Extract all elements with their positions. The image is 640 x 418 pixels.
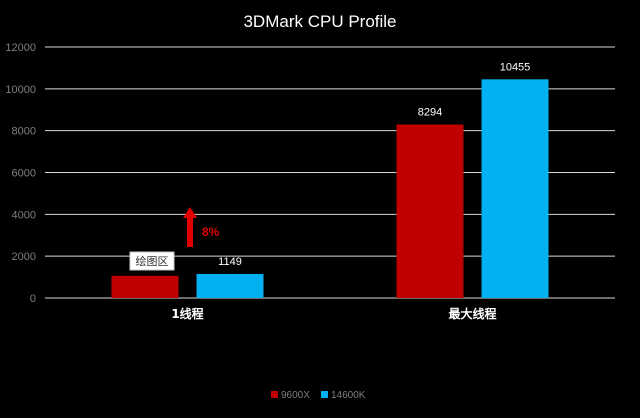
- data-label: 1149: [218, 256, 242, 268]
- category-label: 最大线程: [448, 306, 496, 321]
- legend-label: 14600K: [331, 390, 366, 401]
- y-tick-label: 0: [30, 293, 36, 305]
- x-axis-categories: 1线程 最大线程: [171, 306, 496, 321]
- y-tick-label: 10000: [5, 84, 36, 96]
- y-tick-label: 4000: [12, 209, 36, 221]
- category-label: 1线程: [171, 306, 203, 321]
- bar: [196, 273, 264, 298]
- y-tick-label: 6000: [12, 168, 36, 180]
- y-tick-label: 2000: [12, 251, 36, 263]
- growth-annotation-text: 8%: [202, 225, 220, 239]
- legend-swatch: [321, 391, 328, 398]
- bars: [111, 79, 549, 298]
- bar: [396, 124, 464, 298]
- data-labels: 1149 8294 10455: [218, 61, 530, 268]
- data-label: 10455: [500, 61, 531, 73]
- legend[interactable]: 9600X 14600K: [271, 390, 366, 401]
- data-label: 8294: [418, 107, 442, 119]
- chart-title: 3DMark CPU Profile: [243, 12, 396, 31]
- up-arrow-icon: [183, 207, 197, 247]
- growth-annotation: 8%: [183, 207, 220, 247]
- y-tick-label: 12000: [5, 42, 36, 54]
- legend-label: 9600X: [281, 390, 310, 401]
- y-axis-ticks: 0 2000 4000 6000 8000 10000 12000: [5, 42, 36, 305]
- legend-swatch: [271, 391, 278, 398]
- bar: [481, 79, 549, 298]
- bar: [111, 275, 179, 298]
- plot-area-tooltip: 绘图区: [129, 251, 175, 271]
- y-tick-label: 8000: [12, 126, 36, 138]
- tooltip-text: 绘图区: [136, 254, 169, 268]
